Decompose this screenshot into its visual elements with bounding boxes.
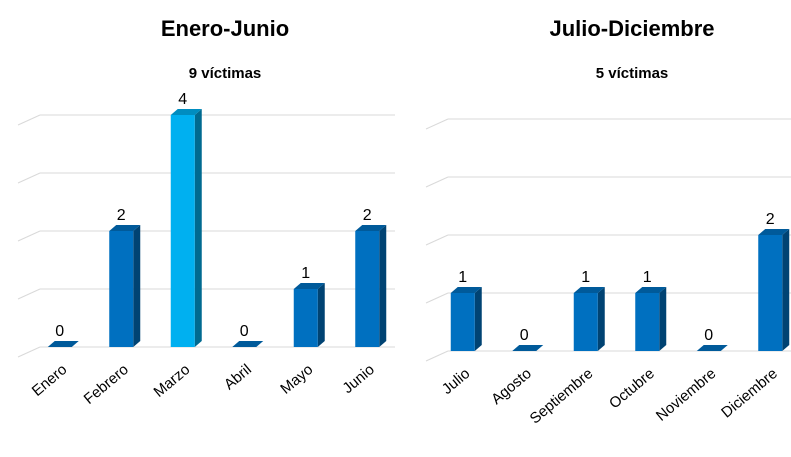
data-label: 2: [117, 207, 126, 224]
bar-top: [450, 287, 482, 293]
x-tick-label: Noviembre: [653, 365, 719, 425]
x-tick-label: Febrero: [81, 361, 132, 408]
bar-top: [109, 225, 141, 231]
bar-top: [512, 345, 544, 351]
bar-top: [232, 341, 264, 347]
data-label: 2: [363, 207, 372, 224]
grid-edge: [17, 346, 41, 358]
grid-edge: [425, 292, 449, 304]
bar: [758, 235, 783, 351]
bar-top: [355, 225, 387, 231]
data-label: 4: [178, 91, 187, 108]
grid-edge: [425, 118, 449, 130]
x-tick-label: Marzo: [150, 361, 193, 401]
data-label: 1: [581, 269, 590, 286]
grid-edge: [17, 288, 41, 300]
data-label: 0: [704, 327, 713, 344]
x-tick-label: Mayo: [277, 361, 316, 398]
data-label: 1: [643, 269, 652, 286]
grid-edge: [17, 230, 41, 242]
bar-side: [133, 225, 141, 347]
chart-title: Julio-Diciembre: [549, 16, 714, 41]
grid-edge: [17, 114, 41, 126]
bar-top: [293, 283, 325, 289]
x-tick-label: Octubre: [606, 365, 658, 412]
grid-edge: [425, 176, 449, 188]
bar-side: [782, 229, 790, 351]
bar: [355, 231, 380, 347]
x-tick-label: Enero: [29, 361, 71, 400]
bar-side: [379, 225, 387, 347]
bar-top: [696, 345, 728, 351]
data-label: 2: [766, 211, 775, 228]
bar: [109, 231, 134, 347]
bar-top: [170, 109, 202, 115]
data-label: 0: [520, 327, 529, 344]
bar-side: [317, 283, 325, 347]
bar-top: [635, 287, 667, 293]
x-tick-label: Julio: [439, 365, 474, 398]
bar-side: [474, 287, 482, 351]
chart: Julio-Diciembre 5 víctimas 1 Julio 0 Agosto 1 S…: [425, 16, 791, 427]
data-label: 0: [240, 323, 249, 340]
x-tick-label: Abril: [221, 361, 255, 393]
bar-side: [659, 287, 667, 351]
bar: [635, 293, 660, 351]
x-tick-label: Junio: [339, 361, 377, 397]
chart-subtitle: 5 víctimas: [596, 65, 669, 82]
chart-subtitle: 9 víctimas: [189, 65, 262, 82]
bar-top: [47, 341, 79, 347]
chart-title: Enero-Junio: [161, 16, 289, 41]
x-tick-label: Agosto: [488, 365, 535, 408]
grid-edge: [425, 350, 449, 362]
grid-edge: [425, 234, 449, 246]
data-label: 0: [55, 323, 64, 340]
x-tick-label: Septiembre: [527, 365, 597, 427]
bar: [573, 293, 598, 351]
bar: [450, 293, 475, 351]
bar: [170, 115, 195, 347]
bar-side: [194, 109, 202, 347]
bar-side: [597, 287, 605, 351]
grid-edge: [17, 172, 41, 184]
bar-top: [573, 287, 605, 293]
data-label: 1: [458, 269, 467, 286]
x-tick-label: Diciembre: [718, 365, 781, 421]
data-label: 1: [301, 265, 310, 282]
bar-top: [758, 229, 790, 235]
chart: Enero-Junio 9 víctimas 0 Enero 2 Febrero 4 Marz…: [17, 16, 395, 408]
bar: [293, 289, 318, 347]
